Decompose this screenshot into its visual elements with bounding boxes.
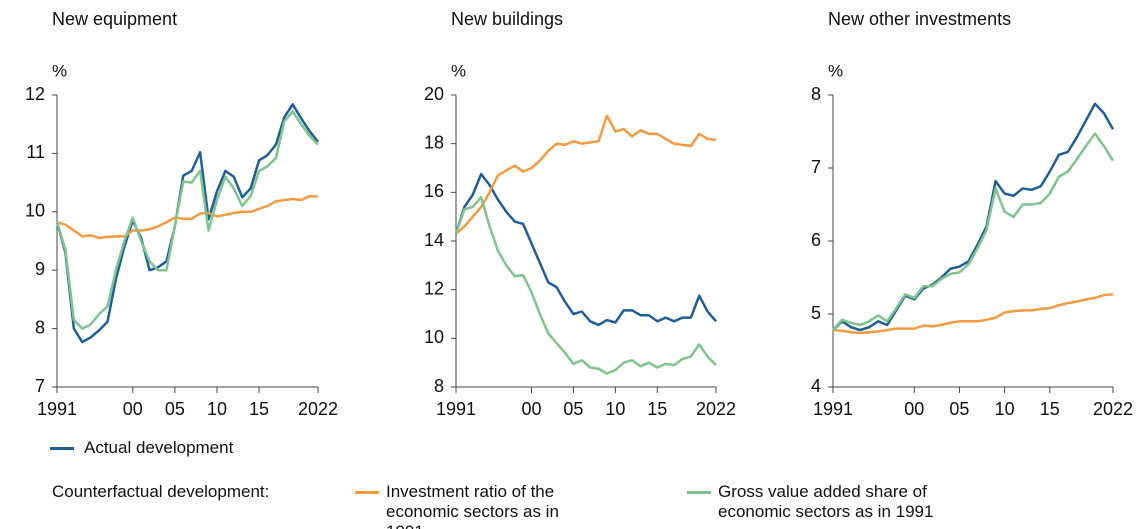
- x-tick-label: 1991: [37, 399, 77, 419]
- legend-label: Actual development: [84, 438, 234, 457]
- series-line: [832, 132, 1115, 331]
- y-tick-label: 20: [424, 84, 444, 104]
- legend-swatch: [687, 491, 711, 494]
- x-tick-label: 1991: [436, 399, 476, 419]
- legend-swatch: [50, 447, 74, 450]
- y-tick-label: 14: [424, 230, 444, 250]
- panel-title: New buildings: [451, 9, 563, 29]
- series-line: [56, 194, 319, 240]
- series-line: [55, 103, 319, 344]
- y-tick-label: 6: [811, 230, 821, 250]
- series-line: [454, 195, 717, 375]
- x-tick-label: 2022: [298, 399, 338, 419]
- x-tick-label: 2022: [696, 399, 736, 419]
- x-tick-label: 10: [605, 399, 625, 419]
- x-tick-label: 10: [995, 399, 1015, 419]
- x-tick-label: 10: [207, 399, 227, 419]
- series-line: [832, 102, 1115, 332]
- x-tick-label: 05: [563, 399, 583, 419]
- y-tick-label: 9: [35, 259, 45, 279]
- x-tick-label: 00: [123, 399, 143, 419]
- x-tick-label: 00: [521, 399, 541, 419]
- x-tick-label: 05: [949, 399, 969, 419]
- legend-swatch: [355, 491, 379, 494]
- y-tick-label: 10: [25, 201, 45, 221]
- series-line: [454, 172, 717, 327]
- x-tick-label: 00: [904, 399, 924, 419]
- y-tick-label: 11: [26, 142, 45, 162]
- y-tick-label: 12: [424, 278, 444, 298]
- legend-label: Investment ratio of the economic sectors…: [386, 482, 559, 529]
- series-line: [55, 110, 319, 330]
- x-tick-label: 15: [249, 399, 269, 419]
- y-tick-label: 7: [811, 157, 821, 177]
- series-line: [455, 114, 717, 235]
- y-tick-label: 10: [424, 327, 444, 347]
- y-tick-label: 7: [35, 376, 45, 396]
- x-tick-label: 15: [647, 399, 667, 419]
- panel-title: New equipment: [52, 9, 177, 29]
- legend-label: Gross value added share of economic sect…: [718, 482, 934, 521]
- y-axis-unit: %: [451, 61, 466, 80]
- chart: New equipment% 7 8 9 10 11 12 1991 00 05 10 15 2022 N…: [25, 9, 1133, 419]
- x-tick-label: 2022: [1093, 399, 1133, 419]
- panel-title: New other investments: [828, 9, 1011, 29]
- x-tick-label: 05: [165, 399, 185, 419]
- y-tick-label: 8: [434, 376, 444, 396]
- y-tick-label: 18: [424, 132, 444, 152]
- y-tick-label: 16: [424, 181, 444, 201]
- x-tick-label: 1991: [813, 399, 853, 419]
- y-tick-label: 12: [25, 84, 45, 104]
- y-tick-label: 8: [35, 317, 45, 337]
- x-tick-label: 15: [1040, 399, 1060, 419]
- y-tick-label: 5: [811, 303, 821, 323]
- y-tick-label: 8: [811, 84, 821, 104]
- y-axis-unit: %: [828, 61, 843, 80]
- y-tick-label: 4: [811, 376, 821, 396]
- series-line: [832, 293, 1114, 335]
- y-axis-unit: %: [52, 61, 67, 80]
- legend-group-label: Counterfactual development:: [52, 482, 270, 501]
